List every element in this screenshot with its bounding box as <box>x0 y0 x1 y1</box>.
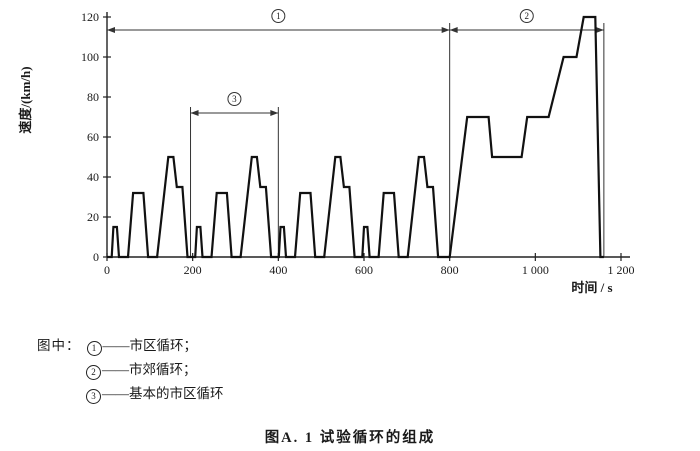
legend-item-2-text: ——市郊循环； <box>102 362 197 377</box>
svg-text:200: 200 <box>184 263 202 277</box>
svg-text:60: 60 <box>87 130 99 144</box>
svg-text:800: 800 <box>441 263 459 277</box>
svg-text:2: 2 <box>525 11 530 21</box>
circled-2-icon: 2 <box>86 365 101 380</box>
svg-text:1 000: 1 000 <box>522 263 549 277</box>
cycle-chart-svg: 0 20 40 60 80 100 120 0 200 400 600 800 1 000 1 200 时间… <box>18 9 635 295</box>
figure-caption: 图A. 1 试验循环的组成 <box>264 430 436 446</box>
legend-row-2: 2 ——市郊循环； <box>86 358 224 382</box>
speed-time-chart: 0 20 40 60 80 100 120 0 200 400 600 800 1 000 1 200 时间… <box>18 9 635 295</box>
svg-text:400: 400 <box>269 263 287 277</box>
svg-text:1: 1 <box>276 11 281 21</box>
legend-prefix: 图中： <box>37 338 81 353</box>
legend-row-3: 3 ——基本的市区循环 <box>86 382 224 406</box>
circled-1-icon: 1 <box>86 341 102 356</box>
svg-text:600: 600 <box>355 263 373 277</box>
legend-item-1-text: ——市区循环； <box>102 338 198 353</box>
svg-text:0: 0 <box>104 263 110 277</box>
svg-text:0: 0 <box>93 250 99 264</box>
legend-row-1: 图中： 1 ——市区循环； <box>37 334 224 358</box>
circled-3-icon: 3 <box>86 389 101 404</box>
figure-notes: 图中： 1 ——市区循环； 2 ——市郊循环； 3 ——基本的市区循环 <box>37 334 224 406</box>
svg-text:100: 100 <box>81 50 99 64</box>
svg-text:40: 40 <box>87 170 99 184</box>
svg-text:时间 / s: 时间 / s <box>571 280 612 295</box>
svg-text:20: 20 <box>87 210 99 224</box>
svg-text:80: 80 <box>87 90 99 104</box>
svg-text:3: 3 <box>232 94 237 104</box>
svg-text:120: 120 <box>81 10 99 24</box>
legend-item-3-text: ——基本的市区循环 <box>102 386 224 401</box>
svg-text:速度/(km/h): 速度/(km/h) <box>18 66 33 133</box>
svg-text:1 200: 1 200 <box>608 263 635 277</box>
